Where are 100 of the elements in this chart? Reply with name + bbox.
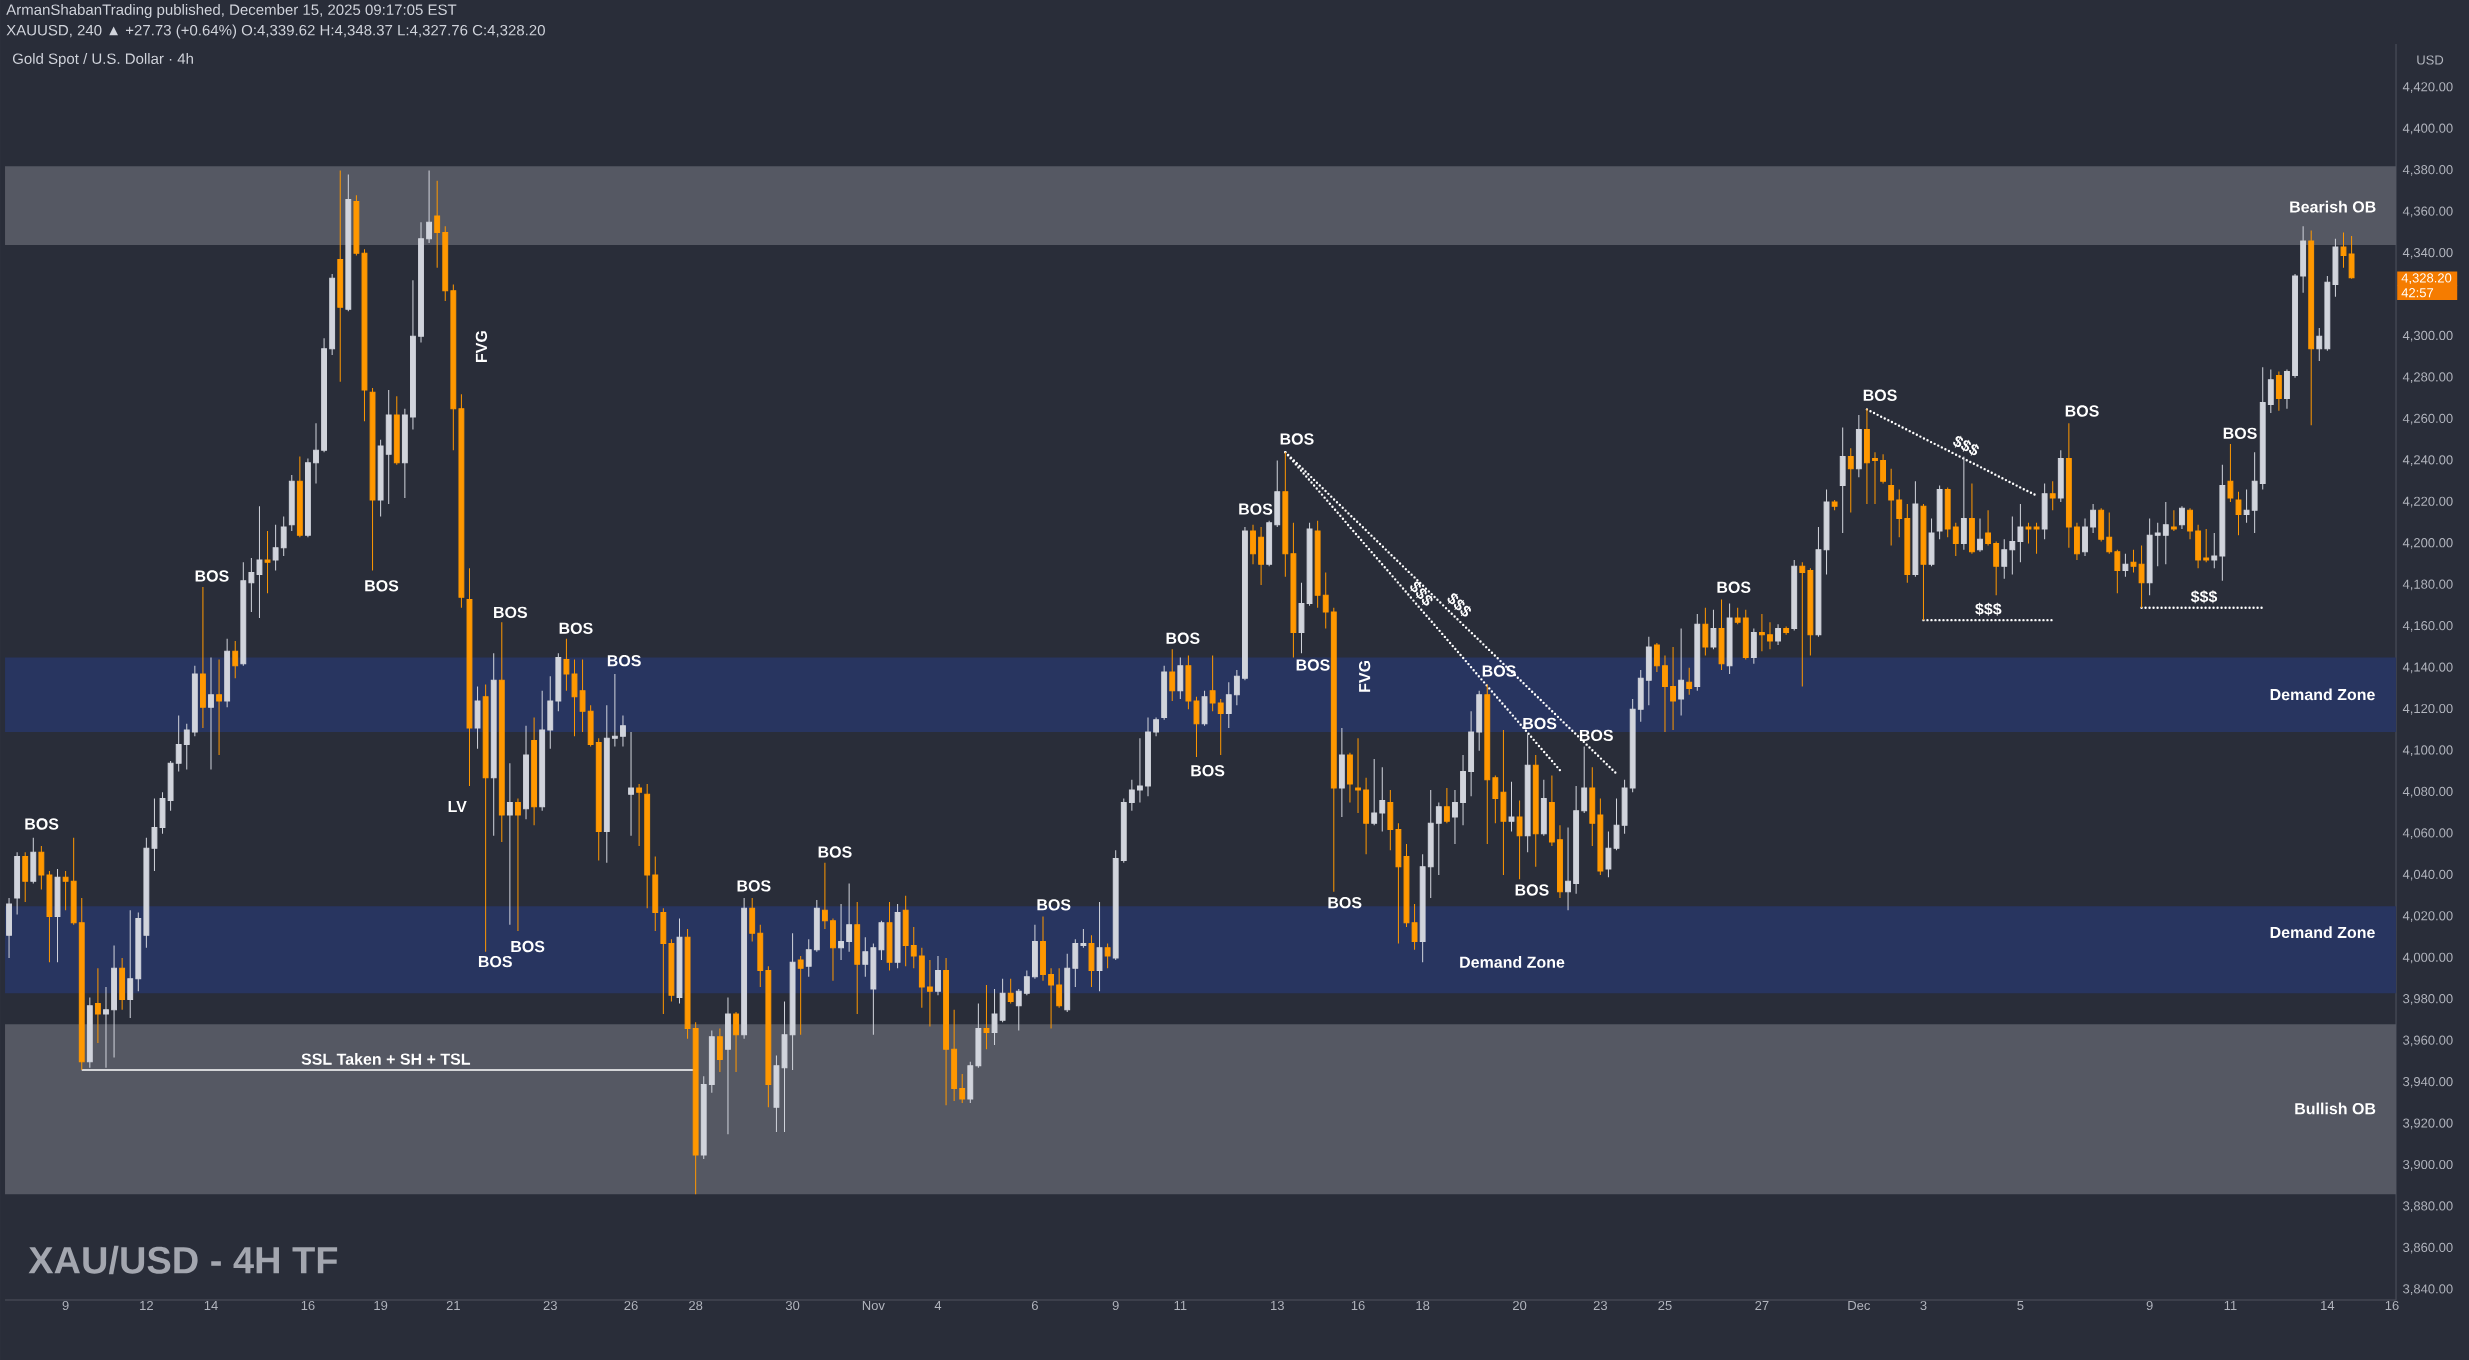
candlestick — [1250, 524, 1256, 565]
candlestick — [595, 737, 602, 862]
candlestick — [1096, 901, 1103, 992]
candlestick — [1742, 609, 1749, 661]
candlestick — [2292, 273, 2298, 379]
candlestick — [248, 557, 255, 613]
candlestick — [1500, 729, 1507, 876]
candlestick — [611, 673, 618, 748]
candlestick — [1371, 758, 1378, 826]
y-axis-title: USD — [2417, 55, 2444, 65]
annotation: BOS — [1579, 729, 1613, 742]
candlestick — [30, 837, 37, 884]
candlestick — [918, 947, 925, 1009]
candlestick — [2195, 524, 2202, 569]
annotation: Demand Zone — [2270, 926, 2375, 939]
y-tick-label: 4,180.00 — [2402, 579, 2453, 591]
candlestick — [935, 955, 941, 996]
candlestick — [1783, 625, 1790, 636]
annotation: LV — [448, 801, 467, 813]
candlestick — [1217, 698, 1224, 756]
y-tick-label: 4,240.00 — [2402, 455, 2453, 466]
candlestick — [103, 986, 109, 1069]
candlestick — [127, 909, 134, 1019]
candlestick — [46, 870, 53, 963]
candlestick — [2154, 522, 2161, 567]
candlestick — [272, 524, 279, 571]
candlestick — [1718, 598, 1725, 671]
candlestick — [2114, 549, 2121, 594]
x-tick-label: 23 — [1593, 1300, 1608, 1311]
candlestick — [951, 1009, 958, 1102]
candlestick — [280, 516, 287, 557]
annotation: $$$ — [1953, 435, 1979, 456]
candlestick — [1775, 623, 1781, 646]
candlestick — [805, 938, 812, 978]
candlestick — [2340, 232, 2347, 269]
x-tick-label: 4 — [934, 1301, 942, 1310]
candlestick — [1629, 698, 1636, 793]
candlestick — [1007, 978, 1014, 1005]
y-tick-label: 3,900.00 — [2403, 1159, 2453, 1171]
candlestick — [797, 955, 804, 1036]
candlestick — [733, 1011, 739, 1073]
candlestick — [175, 715, 182, 772]
candlestick — [434, 180, 441, 269]
annotation: BOS — [1523, 717, 1557, 730]
candlestick — [288, 474, 295, 532]
candlestick — [216, 659, 222, 756]
candlestick — [813, 899, 820, 953]
candlestick — [886, 901, 893, 971]
candlestick — [1686, 667, 1693, 696]
candlestick — [1395, 822, 1402, 944]
candlestick — [1169, 648, 1176, 702]
candlestick — [1492, 775, 1499, 824]
annotation: $$$ — [1975, 602, 2002, 616]
y-tick-label: 4,260.00 — [2402, 413, 2453, 425]
candlestick — [426, 169, 433, 244]
candlestick — [1977, 518, 1983, 553]
candlestick — [1290, 522, 1297, 658]
candlestick — [22, 851, 29, 903]
candlestick — [959, 1073, 966, 1104]
candlestick — [191, 665, 198, 737]
annotation: BOS — [1191, 765, 1225, 777]
candlestick — [1670, 646, 1676, 731]
y-tick-label: 4,000.00 — [2402, 952, 2453, 964]
candlestick — [256, 505, 263, 619]
annotation: BOS — [195, 570, 229, 582]
annotation: BOS — [1166, 632, 1200, 644]
y-tick-label: 4,140.00 — [2402, 662, 2453, 674]
candlestick — [329, 273, 336, 356]
candlestick — [1896, 489, 1903, 538]
y-tick-label: 4,020.00 — [2402, 911, 2453, 922]
annotation: BOS — [559, 622, 593, 634]
y-tick-label: 3,860.00 — [2403, 1242, 2453, 1254]
candlestick — [1928, 518, 1935, 567]
candlestick — [1839, 426, 1846, 534]
candlestick — [1750, 627, 1757, 665]
candlestick — [1452, 789, 1458, 845]
candlestick — [2106, 511, 2113, 555]
candlestick — [38, 845, 45, 891]
candlestick — [2001, 538, 2008, 580]
candlestick — [410, 279, 416, 430]
annotation: BOS — [1280, 433, 1314, 445]
candlestick — [482, 683, 489, 953]
candlestick — [337, 169, 344, 383]
candlestick — [1993, 540, 2000, 596]
candlestick — [1734, 607, 1741, 625]
x-tick-label: 27 — [1755, 1300, 1769, 1311]
candlestick — [1193, 696, 1200, 758]
candlestick — [1040, 916, 1046, 982]
y-tick-label: 3,880.00 — [2403, 1201, 2453, 1213]
annotation: BOS — [25, 818, 59, 830]
annotation: BOS — [1863, 389, 1897, 401]
x-tick-label: 11 — [2224, 1301, 2237, 1310]
candlestick — [708, 1030, 715, 1094]
y-tick-label: 3,840.00 — [2403, 1284, 2453, 1295]
candlestick — [1565, 826, 1571, 911]
candlestick — [2203, 528, 2210, 563]
candlestick — [2122, 553, 2129, 578]
candlestick — [2187, 507, 2193, 540]
candlestick — [587, 704, 594, 748]
candlestick — [1864, 408, 1870, 505]
